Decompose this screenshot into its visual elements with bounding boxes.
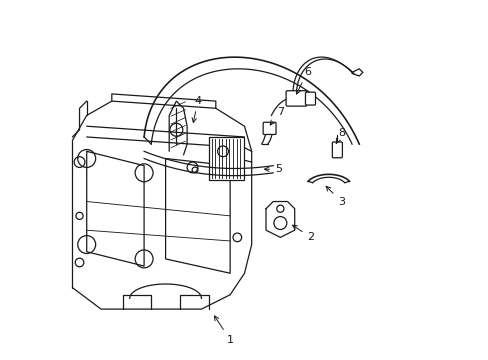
Text: 8: 8 [335,129,344,144]
FancyBboxPatch shape [285,91,306,106]
Text: 2: 2 [292,225,314,242]
Text: 3: 3 [325,186,344,207]
Text: 6: 6 [296,67,310,94]
FancyBboxPatch shape [305,92,315,105]
FancyBboxPatch shape [263,122,276,134]
Text: 1: 1 [214,316,233,345]
Text: 7: 7 [270,107,284,125]
Text: 5: 5 [264,164,282,174]
FancyBboxPatch shape [332,142,342,158]
Bar [208,137,244,180]
Text: 4: 4 [192,96,201,122]
